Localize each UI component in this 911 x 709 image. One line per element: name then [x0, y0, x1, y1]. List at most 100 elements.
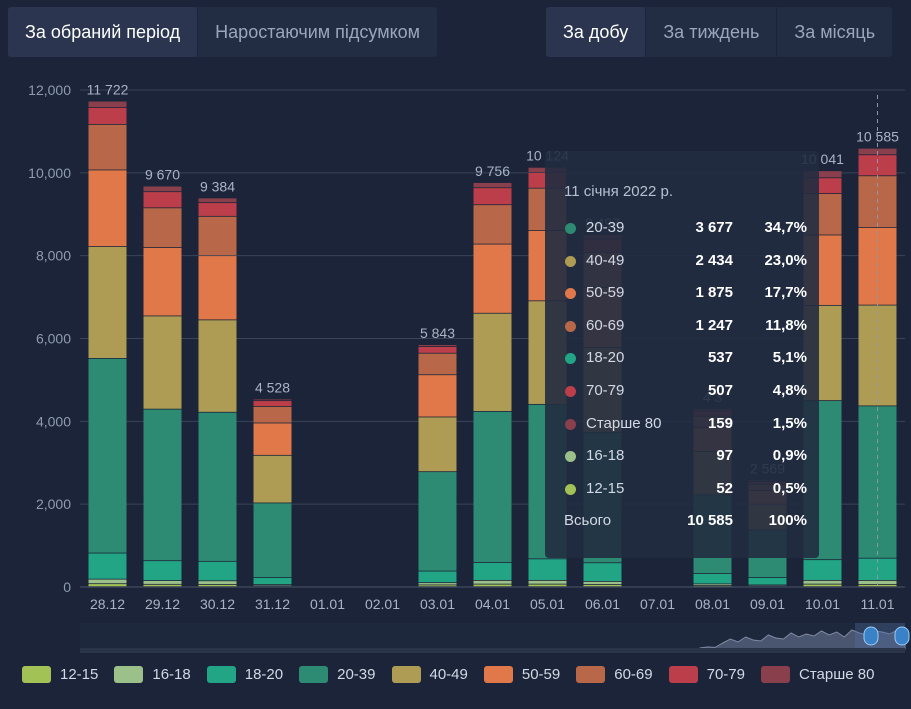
tab-monthly[interactable]: За місяць — [794, 22, 876, 42]
bar-segment — [143, 584, 182, 587]
navigator-handle-right[interactable] — [894, 626, 910, 646]
legend-item[interactable]: 20-39 — [299, 666, 376, 683]
tooltip-series-value: 159 — [707, 414, 733, 432]
bar-segment — [803, 580, 842, 584]
legend-item[interactable]: 18-20 — [206, 666, 284, 683]
bar-segment — [583, 563, 622, 582]
bar-segment — [253, 399, 292, 401]
tooltip-series-dot — [565, 451, 576, 463]
tooltip-total-label: Всього — [564, 512, 612, 529]
bar-segment — [143, 208, 182, 248]
bar-segment — [198, 320, 237, 412]
period-tabs: За обраний період Наростаючим підсумком — [8, 7, 438, 57]
x-tick-label: 04.01 — [475, 596, 510, 612]
bar-segment — [858, 580, 897, 585]
y-tick-label: 12,000 — [28, 82, 71, 98]
bar-segment — [88, 101, 127, 108]
bar-total-label: 9 670 — [145, 167, 180, 183]
x-tick-label: 01.01 — [310, 596, 345, 612]
bar-segment — [418, 417, 457, 472]
x-tick-label: 10.01 — [805, 596, 840, 612]
tooltip-title: 11 січня 2022 р. — [564, 183, 674, 200]
legend-item[interactable]: Старше 80 — [761, 666, 874, 683]
x-tick-label: 06.01 — [585, 596, 620, 612]
bar-segment — [418, 375, 457, 417]
navigator-series — [699, 628, 906, 650]
chart-tooltip: 11 січня 2022 р. 20-39 3 677 34,7% 40-49 2 4… — [545, 151, 819, 558]
legend-item[interactable]: 70-79 — [668, 666, 745, 683]
tooltip-series-percent: 34,7% — [764, 219, 807, 236]
tooltip-series-value: 1 247 — [695, 316, 733, 334]
legend-label: 50-59 — [521, 666, 561, 683]
tooltip-series-value: 52 — [716, 479, 733, 497]
chart-legend: 12-15 16-18 18-20 20-39 40-49 50-59 60-69 70-79… — [22, 666, 890, 683]
bar-segment — [253, 401, 292, 407]
legend-label: 18-20 — [244, 666, 284, 683]
bar-segment — [473, 580, 512, 584]
tooltip-series-dot — [565, 386, 576, 397]
legend-item[interactable]: 12-15 — [22, 666, 98, 683]
legend-swatch — [761, 666, 790, 683]
tab-daily[interactable]: За добу — [546, 7, 647, 57]
legend-item[interactable]: 40-49 — [391, 666, 468, 683]
legend-swatch — [391, 666, 421, 683]
tooltip-series-percent: 17,7% — [764, 284, 807, 302]
legend-label: Старше 80 — [799, 666, 875, 683]
tooltip-total-percent: 100% — [768, 512, 807, 529]
tooltip-row: 50-59 1 875 17,7% — [545, 282, 819, 306]
tooltip-row: 16-18 97 0,9% — [545, 445, 819, 469]
navigator-handle-left[interactable] — [863, 626, 879, 646]
tab-weekly[interactable]: За тиждень — [646, 7, 778, 57]
tooltip-row: 70-79 507 4,8% — [545, 380, 819, 404]
bar-total-label: 4 528 — [255, 379, 290, 395]
bar-segment — [253, 406, 292, 423]
bar-segment — [693, 584, 732, 586]
tooltip-series-name: 50-59 — [586, 284, 625, 302]
bar-segment — [418, 571, 457, 583]
tooltip-series-dot — [565, 288, 576, 300]
bar-segment — [473, 205, 512, 244]
navigator-scrollbar-track — [80, 648, 905, 653]
tooltip-row: 18-20 537 5,1% — [545, 347, 819, 371]
bar-segment — [88, 553, 127, 579]
interval-tabs: За добу За тиждень За місяць — [546, 7, 893, 57]
tooltip-series-value: 3 677 — [695, 219, 733, 236]
tooltip-series-percent: 0,5% — [772, 479, 807, 497]
x-tick-label: 30.12 — [200, 596, 235, 612]
legend-label: 70-79 — [706, 666, 745, 683]
bar-segment — [143, 186, 182, 192]
legend-label: 16-18 — [152, 666, 191, 683]
bar-segment — [473, 244, 512, 313]
bar-segment — [198, 412, 237, 561]
bar-total-label: 11 722 — [87, 82, 129, 98]
tooltip-row: 40-49 2 434 23,0% — [545, 250, 819, 274]
tab-cumulative[interactable]: Наростаючим підсумком — [215, 22, 421, 42]
bar-segment — [253, 503, 292, 578]
tooltip-series-value: 97 — [716, 447, 733, 465]
tooltip-series-name: 18-20 — [586, 349, 625, 367]
legend-swatch — [114, 666, 144, 683]
bar-segment — [418, 585, 457, 587]
legend-item[interactable]: 16-18 — [114, 666, 191, 683]
legend-label: 40-49 — [429, 666, 468, 683]
tooltip-total-row: Всього 10 585 100% — [545, 510, 819, 534]
tooltip-row: 12-15 52 0,5% — [545, 478, 819, 502]
bar-segment — [858, 584, 897, 587]
tab-selected-period[interactable]: За обраний період — [8, 7, 199, 57]
bar-segment — [418, 346, 457, 353]
tooltip-series-dot — [565, 353, 576, 365]
legend-item[interactable]: 50-59 — [483, 666, 561, 683]
tooltip-series-name: 16-18 — [586, 447, 625, 465]
bar-segment — [473, 562, 512, 580]
bar-segment — [88, 107, 127, 124]
bar-segment — [143, 580, 182, 584]
legend-swatch — [22, 666, 51, 683]
bar-segment — [88, 584, 127, 587]
legend-label: 12-15 — [60, 666, 99, 683]
bar-segment — [253, 423, 292, 455]
legend-label: 60-69 — [614, 666, 653, 683]
bar-segment — [198, 216, 237, 256]
bar-segment — [143, 316, 182, 409]
tooltip-series-name: 20-39 — [586, 219, 625, 236]
legend-item[interactable]: 60-69 — [576, 666, 653, 683]
